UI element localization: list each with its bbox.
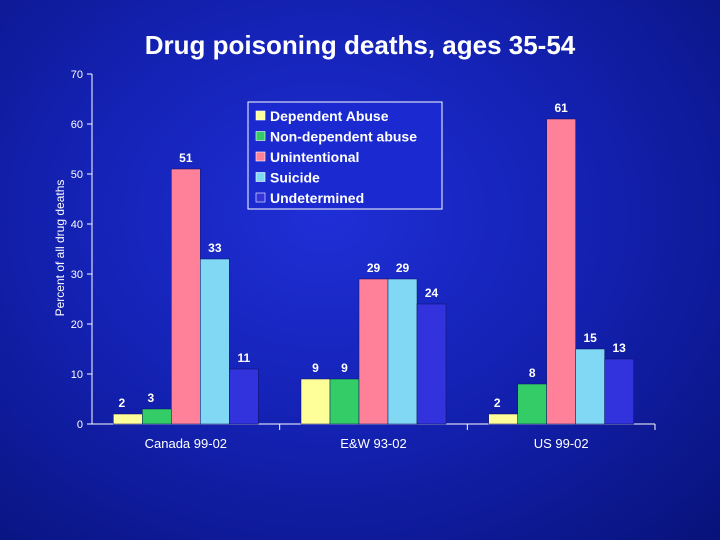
y-tick-label: 0 bbox=[77, 419, 83, 431]
bar bbox=[546, 118, 576, 425]
bar bbox=[604, 358, 634, 425]
bar bbox=[142, 408, 172, 425]
y-tick-label: 30 bbox=[71, 269, 83, 281]
legend-swatch bbox=[255, 131, 266, 141]
y-tick-label: 60 bbox=[71, 119, 83, 131]
legend-swatch bbox=[255, 110, 266, 121]
bar bbox=[229, 368, 259, 425]
data-label: 24 bbox=[425, 286, 439, 300]
y-tick-label: 10 bbox=[71, 369, 83, 381]
chart-title: Drug poisoning deaths, ages 35-54 bbox=[144, 30, 576, 60]
data-label: 61 bbox=[554, 101, 568, 115]
data-label: 15 bbox=[583, 331, 597, 345]
bar bbox=[200, 258, 230, 425]
legend-entry: Unintentional bbox=[270, 149, 359, 165]
y-tick-label: 50 bbox=[71, 169, 83, 181]
legend-entry: Dependent Abuse bbox=[270, 108, 389, 124]
data-label: 8 bbox=[529, 366, 536, 380]
x-tick-label: Canada 99-02 bbox=[145, 436, 227, 451]
data-label: 33 bbox=[208, 241, 222, 255]
legend-entry: Suicide bbox=[270, 170, 320, 186]
data-label: 9 bbox=[341, 361, 348, 375]
data-label: 3 bbox=[147, 391, 154, 405]
data-label: 9 bbox=[312, 361, 319, 375]
x-tick-label: US 99-02 bbox=[534, 436, 589, 451]
bar bbox=[171, 168, 201, 425]
data-label: 2 bbox=[118, 396, 125, 410]
legend-entry: Non-dependent abuse bbox=[270, 129, 417, 145]
bar bbox=[517, 383, 547, 425]
y-tick-label: 40 bbox=[71, 219, 83, 231]
bar bbox=[113, 413, 143, 425]
y-tick-label: 70 bbox=[71, 69, 83, 81]
data-label: 11 bbox=[237, 351, 250, 365]
data-label: 29 bbox=[367, 261, 381, 275]
legend-entry: Undetermined bbox=[270, 190, 364, 206]
data-label: 51 bbox=[179, 151, 193, 165]
legend-swatch bbox=[255, 192, 266, 203]
bar bbox=[300, 378, 331, 425]
y-tick-label: 20 bbox=[71, 319, 83, 331]
legend-swatch bbox=[255, 151, 266, 162]
y-axis-title: Percent of all drug deaths bbox=[53, 180, 67, 317]
bar bbox=[329, 378, 360, 425]
bar bbox=[575, 348, 605, 425]
bar bbox=[488, 413, 518, 425]
data-label: 2 bbox=[494, 396, 501, 410]
data-label: 29 bbox=[396, 261, 410, 275]
plot-area: 0 10 20 30 40 50 60 70 2 3 51 33 11 Canada 99-02 9 9 29 2… bbox=[71, 69, 656, 451]
data-label: 13 bbox=[612, 341, 626, 355]
legend-swatch bbox=[255, 172, 266, 182]
bar bbox=[387, 278, 418, 425]
bar bbox=[358, 278, 389, 425]
legend: Dependent Abuse Non-dependent abuse Uninte… bbox=[247, 101, 443, 210]
legend-box bbox=[247, 101, 443, 210]
bar bbox=[416, 303, 447, 425]
x-tick-label: E&W 93-02 bbox=[340, 436, 406, 451]
